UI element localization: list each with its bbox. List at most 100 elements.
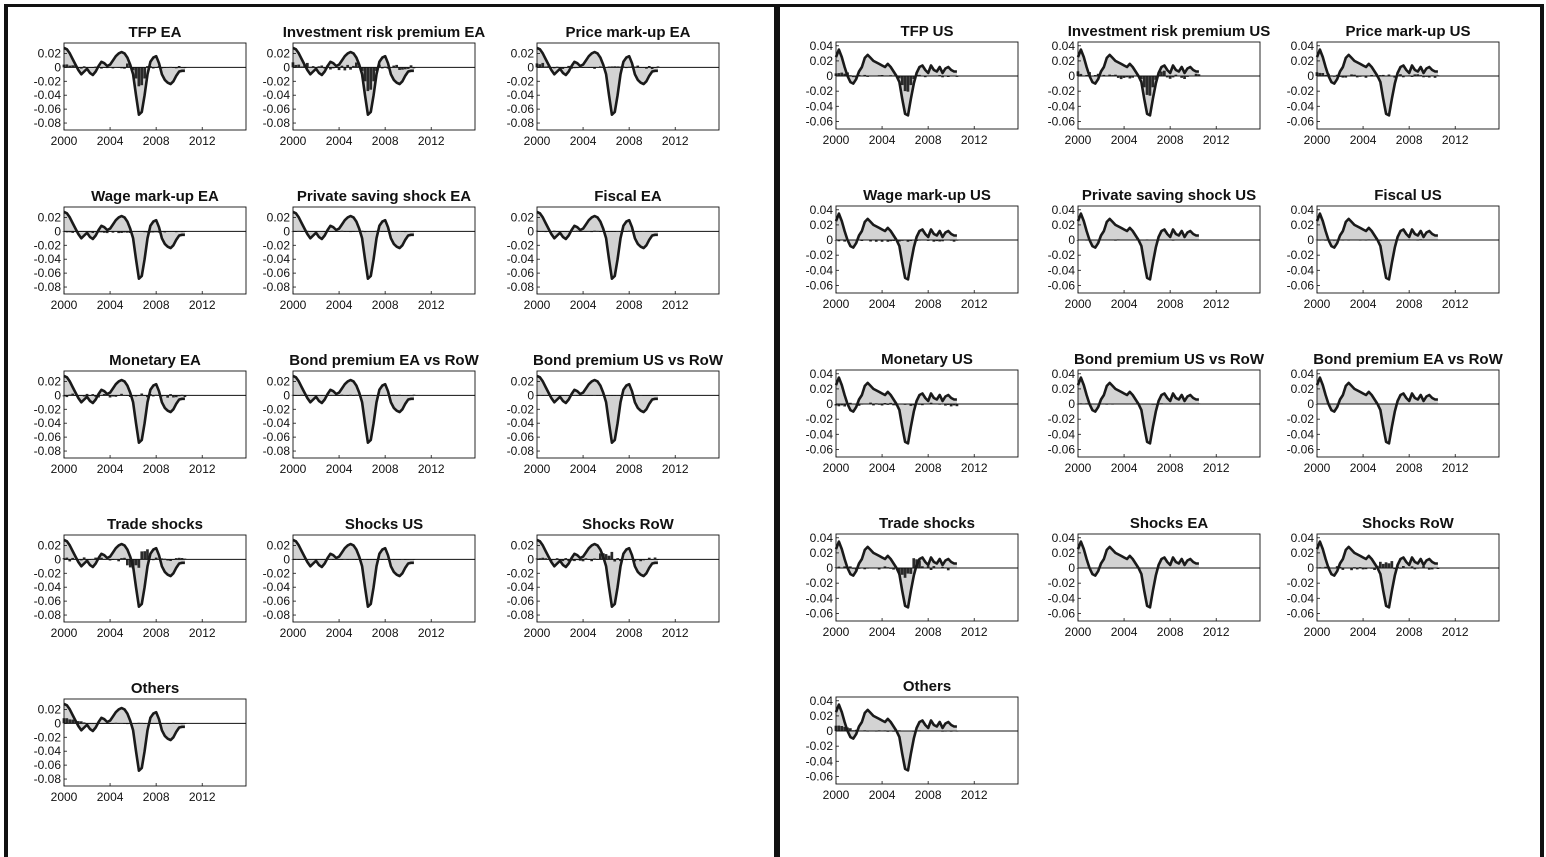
shock-bar — [1324, 566, 1327, 569]
y-tick-label: -0.04 — [34, 252, 62, 266]
x-tick-label: 2000 — [51, 298, 78, 312]
shock-bar — [892, 404, 895, 406]
x-tick-label: 2012 — [418, 626, 445, 640]
y-tick-label: -0.02 — [263, 402, 291, 416]
y-tick-label: -0.08 — [34, 772, 62, 786]
y-tick-label: -0.08 — [507, 280, 535, 294]
contribution-area — [1317, 541, 1438, 608]
x-tick-label: 2008 — [143, 462, 170, 476]
shock-bar — [306, 62, 309, 68]
chart-title: Bond premium EA vs RoW — [1313, 351, 1503, 368]
shock-bar — [166, 395, 169, 398]
shock-bar — [903, 568, 907, 578]
shock-bar — [134, 67, 138, 79]
shock-bar — [1390, 561, 1394, 568]
shock-bar — [1168, 76, 1172, 79]
y-tick-label: 0 — [527, 60, 534, 74]
shock-bar — [143, 67, 146, 79]
y-tick-label: -0.08 — [263, 608, 291, 622]
x-tick-label: 2004 — [869, 625, 896, 639]
chart-EA-12: Others 0.020-0.02-0.04-0.06-0.08 2000 2004 2… — [34, 680, 247, 804]
chart-US-10: Shocks EA 0.040.020-0.02-0.04-0.06 2000 200… — [1048, 515, 1261, 639]
shock-bar — [909, 404, 913, 406]
shock-bar — [123, 557, 126, 560]
x-tick-label: 2000 — [524, 626, 551, 640]
shock-bar — [903, 76, 907, 92]
gdp-gap-line — [834, 48, 957, 117]
plot-frame — [1077, 41, 1261, 130]
plot-frame — [292, 206, 476, 295]
y-tick-label: 0.04 — [1052, 39, 1076, 53]
shock-bar — [1180, 76, 1183, 78]
chart-title: Private saving shock US — [1082, 187, 1256, 204]
shock-bar — [1142, 76, 1146, 88]
x-tick-label: 2012 — [961, 133, 988, 147]
chart-title: Bond premium US vs RoW — [533, 352, 724, 369]
shock-bar — [1128, 76, 1132, 79]
y-tick-label: -0.06 — [263, 102, 291, 116]
shock-bar — [843, 73, 846, 76]
x-tick-label: 2012 — [189, 298, 216, 312]
y-tick-label: -0.06 — [806, 769, 834, 783]
shock-bar — [941, 240, 944, 242]
shock-bar — [1422, 566, 1425, 568]
chart-title: Shocks RoW — [582, 516, 675, 533]
shock-bar — [932, 566, 936, 568]
gdp-gap-line — [1315, 48, 1438, 117]
shock-bar — [340, 65, 344, 68]
x-tick-label: 2012 — [1442, 133, 1469, 147]
shock-bar — [1154, 76, 1158, 80]
y-tick-label: -0.02 — [1287, 576, 1315, 590]
x-tick-label: 2004 — [869, 461, 896, 475]
y-tick-label: 0 — [826, 233, 833, 247]
x-tick-label: 2004 — [97, 790, 124, 804]
gdp-gap-line — [1076, 540, 1199, 609]
y-tick-label: 0 — [283, 60, 290, 74]
shock-bar — [1321, 73, 1325, 77]
y-tick-label: -0.06 — [507, 594, 535, 608]
x-tick-label: 2008 — [372, 134, 399, 148]
shock-bar — [160, 558, 164, 560]
contribution-area — [537, 47, 658, 115]
y-tick-label: -0.06 — [263, 594, 291, 608]
shock-bar — [123, 231, 126, 233]
x-tick-label: 2000 — [1065, 297, 1092, 311]
shock-bar — [355, 62, 358, 68]
shock-bar — [918, 74, 921, 77]
y-tick-label: -0.08 — [34, 608, 62, 622]
chart-US-0: TFP US 0.040.020-0.02-0.04-0.06 2000 2004 20… — [806, 23, 1019, 147]
chart-title: Trade shocks — [107, 516, 203, 533]
y-tick-label: -0.02 — [34, 74, 62, 88]
shock-bar — [610, 551, 614, 560]
shock-bar — [1116, 76, 1120, 78]
y-tick-label: 0.04 — [1052, 367, 1076, 381]
x-tick-label: 2008 — [1157, 297, 1184, 311]
y-tick-label: 0 — [1307, 233, 1314, 247]
gdp-gap-line — [63, 538, 185, 608]
shock-bar — [100, 231, 103, 233]
x-tick-label: 2000 — [823, 788, 850, 802]
y-tick-label: 0.04 — [810, 694, 834, 708]
y-tick-label: -0.04 — [34, 744, 62, 758]
shock-bar — [900, 76, 904, 86]
y-tick-label: 0 — [1068, 561, 1075, 575]
shock-bar — [840, 726, 844, 732]
y-tick-label: -0.04 — [263, 252, 291, 266]
y-tick-label: 0.02 — [38, 702, 62, 716]
chart-US-12: Others 0.040.020-0.02-0.04-0.06 2000 2004 20… — [806, 678, 1019, 802]
shock-bar — [863, 568, 867, 570]
x-tick-label: 2004 — [570, 462, 597, 476]
y-tick-label: -0.04 — [806, 263, 834, 277]
contribution-area — [1078, 49, 1199, 116]
shock-bar — [140, 67, 144, 86]
x-tick-label: 2004 — [1111, 625, 1138, 639]
y-tick-label: -0.02 — [806, 412, 834, 426]
plot-frame — [292, 534, 476, 623]
shock-bar — [843, 726, 846, 731]
y-tick-label: 0.02 — [267, 46, 291, 60]
shock-bar — [174, 558, 178, 560]
plot-frame — [536, 534, 720, 623]
shock-bar — [369, 67, 373, 90]
x-tick-label: 2000 — [1304, 461, 1331, 475]
shock-bar — [880, 240, 884, 242]
